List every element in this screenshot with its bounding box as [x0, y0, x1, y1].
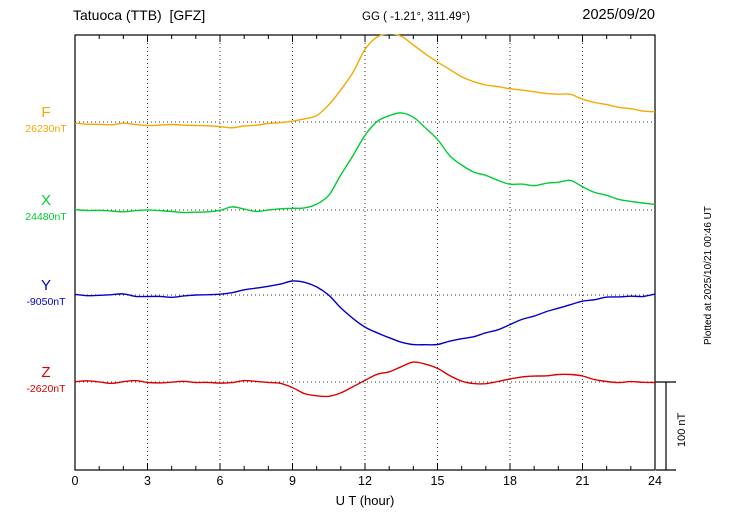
station-title: Tatuoca (TTB) [GFZ]: [73, 7, 206, 23]
x-tick-label: 24: [648, 474, 662, 488]
series-legend-z: Z -2620nT: [14, 364, 78, 396]
series-legend-x: X 24480nT: [14, 192, 78, 224]
series-label-f: F: [41, 104, 51, 121]
x-tick-label: 0: [71, 474, 79, 488]
x-tick-label: 15: [430, 474, 445, 488]
trace-Z: [75, 361, 655, 398]
series-baseline-y: -9050nT: [26, 296, 66, 308]
x-tick-label: 3: [144, 474, 151, 488]
series-legend-f: F 26230nT: [14, 104, 78, 136]
series-label-x: X: [40, 192, 51, 209]
trace-F: [75, 34, 655, 129]
x-axis-title: U T (hour): [335, 493, 395, 508]
series-baseline-f: 26230nT: [25, 123, 67, 135]
series-baseline-x: 24480nT: [25, 211, 67, 223]
plot-date: 2025/09/20: [582, 7, 655, 23]
x-tick-label: 18: [503, 474, 517, 488]
x-tick-label: 12: [358, 474, 372, 488]
trace-Y: [75, 280, 655, 346]
scale-bar-label: 100 nT: [676, 412, 688, 447]
geographic-coordinates: GG ( -1.21°, 311.49°): [362, 11, 471, 23]
series-legend-y: Y -9050nT: [14, 277, 78, 309]
x-axis-tick-labels: 0 3 6 9 12 15 18 21 24: [0, 474, 730, 490]
plotted-at-timestamp: Plotted at 2025/10/21 00:46 UT: [703, 206, 714, 345]
series-label-z: Z: [41, 364, 51, 381]
x-tick-label: 9: [289, 474, 296, 488]
x-tick-label: 21: [575, 474, 590, 488]
x-tick-label: 6: [216, 474, 224, 488]
series-label-y: Y: [40, 277, 51, 294]
trace-X: [75, 112, 655, 214]
series-baseline-z: -2620nT: [26, 383, 66, 395]
